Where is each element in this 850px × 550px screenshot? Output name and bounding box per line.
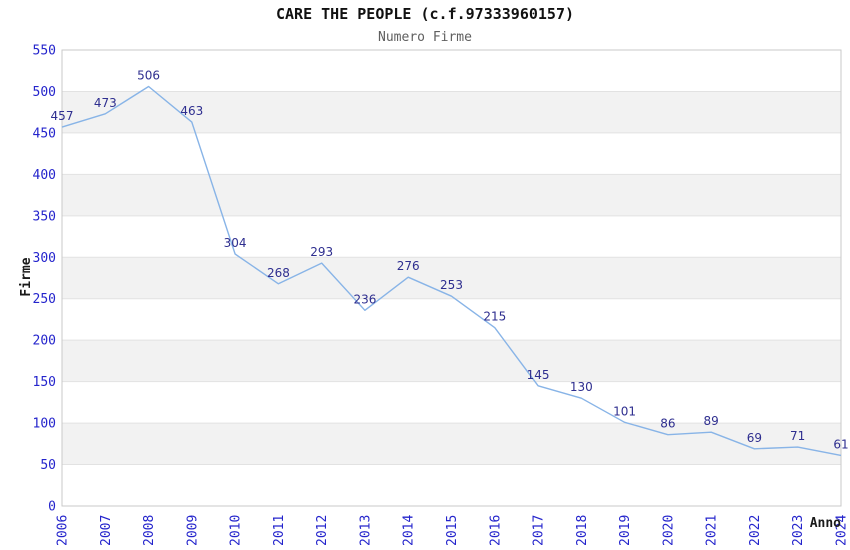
- value-label: 473: [94, 96, 117, 110]
- value-label: 506: [137, 69, 160, 83]
- x-tick-label: 2009: [185, 515, 200, 546]
- value-label: 268: [267, 266, 290, 280]
- value-label: 304: [224, 236, 247, 250]
- x-tick-label: 2024: [835, 515, 850, 546]
- x-tick-label: 2017: [532, 515, 547, 546]
- value-label: 463: [180, 104, 203, 118]
- value-label: 71: [790, 429, 805, 443]
- x-tick-label: 2023: [791, 515, 806, 546]
- x-tick-label: 2012: [315, 515, 330, 546]
- value-label: 457: [51, 109, 74, 123]
- value-label: 276: [397, 259, 420, 273]
- value-label: 86: [660, 417, 675, 431]
- y-tick-label: 200: [33, 334, 56, 349]
- grid-band: [62, 423, 841, 465]
- y-tick-label: 400: [33, 168, 56, 183]
- value-label: 253: [440, 278, 463, 292]
- plot-bands: [62, 91, 841, 465]
- value-label: 130: [570, 380, 593, 394]
- x-tick-label: 2019: [618, 515, 633, 546]
- y-tick-label: 350: [33, 209, 56, 224]
- y-tick-label: 450: [33, 126, 56, 141]
- y-tick-label: 100: [33, 417, 56, 432]
- x-tick-label: 2015: [445, 515, 460, 546]
- y-tick-label: 150: [33, 375, 56, 390]
- series-line: [61, 85, 842, 457]
- value-labels: 457 473 506 463 304 268 293 236 276 253 215 145 130 1…: [51, 69, 849, 452]
- x-tick-label: 2007: [99, 515, 114, 546]
- grid-band: [62, 257, 841, 299]
- x-tick-label: 2014: [402, 515, 417, 546]
- x-axis-tick-labels: 2006 2007 2008 2009 2010 2011 2012 2013 2014 2015…: [56, 515, 850, 546]
- grid-band: [62, 91, 841, 133]
- series-line-layer: [61, 85, 842, 457]
- chart-subtitle: Numero Firme: [378, 30, 472, 45]
- grid-band: [62, 174, 841, 216]
- y-tick-label: 50: [40, 458, 56, 473]
- x-tick-label: 2020: [661, 515, 676, 546]
- x-tick-label: 2011: [272, 515, 287, 546]
- x-axis-title: Anno: [810, 516, 841, 531]
- value-label: 61: [833, 437, 848, 451]
- x-tick-label: 2021: [705, 515, 720, 546]
- value-label: 145: [527, 368, 550, 382]
- x-tick-label: 2006: [56, 515, 71, 546]
- y-axis-tick-labels: 0 50 100 150 200 250 300 350 400 450 500 550: [33, 44, 56, 515]
- y-axis-title: Firme: [19, 257, 34, 296]
- x-tick-label: 2018: [575, 515, 590, 546]
- value-label: 101: [613, 404, 636, 418]
- value-label: 236: [353, 292, 376, 306]
- chart-title: CARE THE PEOPLE (c.f.97333960157): [276, 5, 574, 23]
- x-tick-label: 2022: [748, 515, 763, 546]
- y-tick-label: 550: [33, 44, 56, 59]
- x-tick-label: 2008: [142, 515, 157, 546]
- value-label: 293: [310, 245, 333, 259]
- gridlines: [62, 90, 841, 466]
- value-label: 89: [704, 414, 719, 428]
- y-tick-label: 0: [48, 500, 56, 515]
- value-label: 69: [747, 431, 762, 445]
- y-tick-label: 250: [33, 292, 56, 307]
- value-label: 215: [483, 310, 506, 324]
- x-tick-label: 2016: [488, 515, 503, 546]
- x-tick-label: 2010: [229, 515, 244, 546]
- y-tick-label: 300: [33, 251, 56, 266]
- x-tick-label: 2013: [358, 515, 373, 546]
- y-tick-label: 500: [33, 85, 56, 100]
- plot-border: [61, 49, 842, 507]
- grid-band: [62, 340, 841, 382]
